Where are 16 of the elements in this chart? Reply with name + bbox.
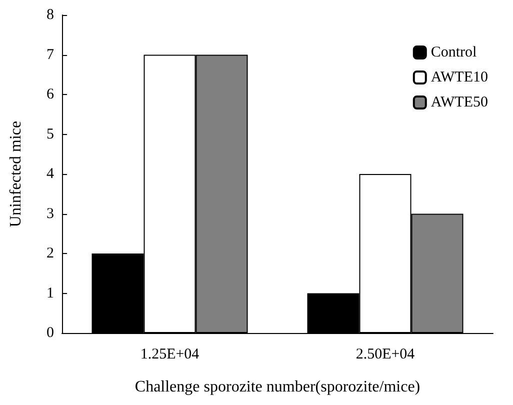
- legend-label: Control: [430, 44, 477, 60]
- legend-label: AWTE10: [430, 70, 488, 86]
- y-tick-label: 6: [46, 86, 54, 102]
- y-axis-title: Uninfected mice: [8, 120, 24, 228]
- y-tick-label: 5: [46, 126, 54, 142]
- y-tick-label: 0: [46, 325, 54, 341]
- y-tick-label: 1: [46, 285, 54, 302]
- y-tick-label: 8: [46, 7, 54, 23]
- y-tick-label: 2: [46, 246, 54, 262]
- x-axis-title: Challenge sporozite number(sporozite/mice): [134, 378, 420, 396]
- x-tick-label: 2.50E+04: [356, 346, 416, 362]
- y-tick-label: 3: [46, 206, 54, 222]
- legend-label: AWTE50: [430, 94, 488, 110]
- x-tick-label: 1.25E+04: [140, 346, 200, 362]
- y-tick-label: 4: [46, 166, 54, 182]
- y-tick-label: 7: [46, 46, 54, 63]
